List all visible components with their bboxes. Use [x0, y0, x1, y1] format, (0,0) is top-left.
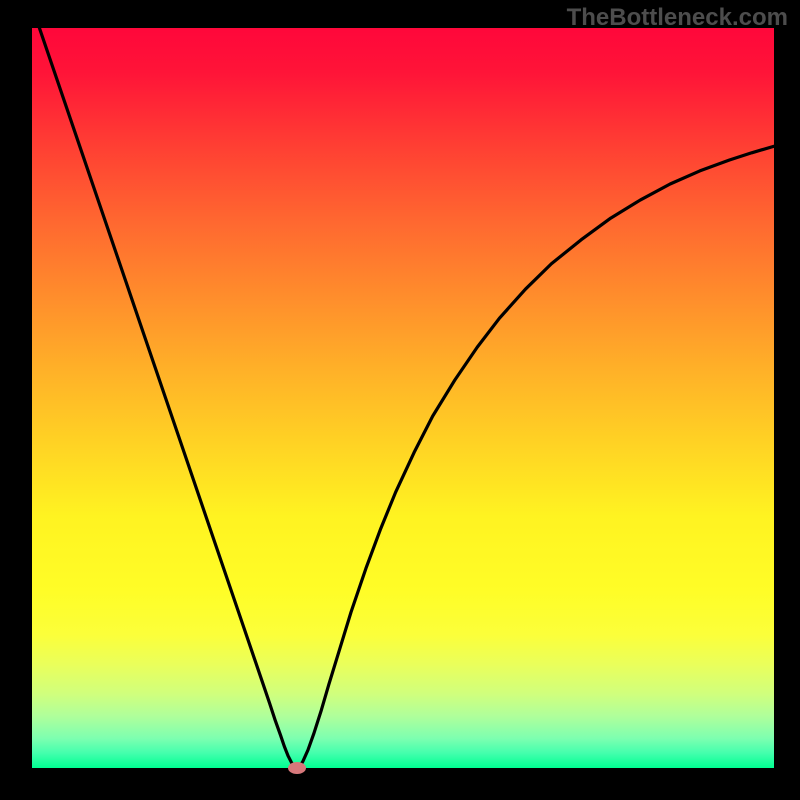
watermark-text: TheBottleneck.com	[567, 4, 788, 32]
minimum-marker	[288, 762, 306, 774]
chart-curve	[32, 28, 774, 768]
chart-container: TheBottleneck.com	[0, 0, 800, 800]
chart-plot-area	[32, 28, 774, 768]
